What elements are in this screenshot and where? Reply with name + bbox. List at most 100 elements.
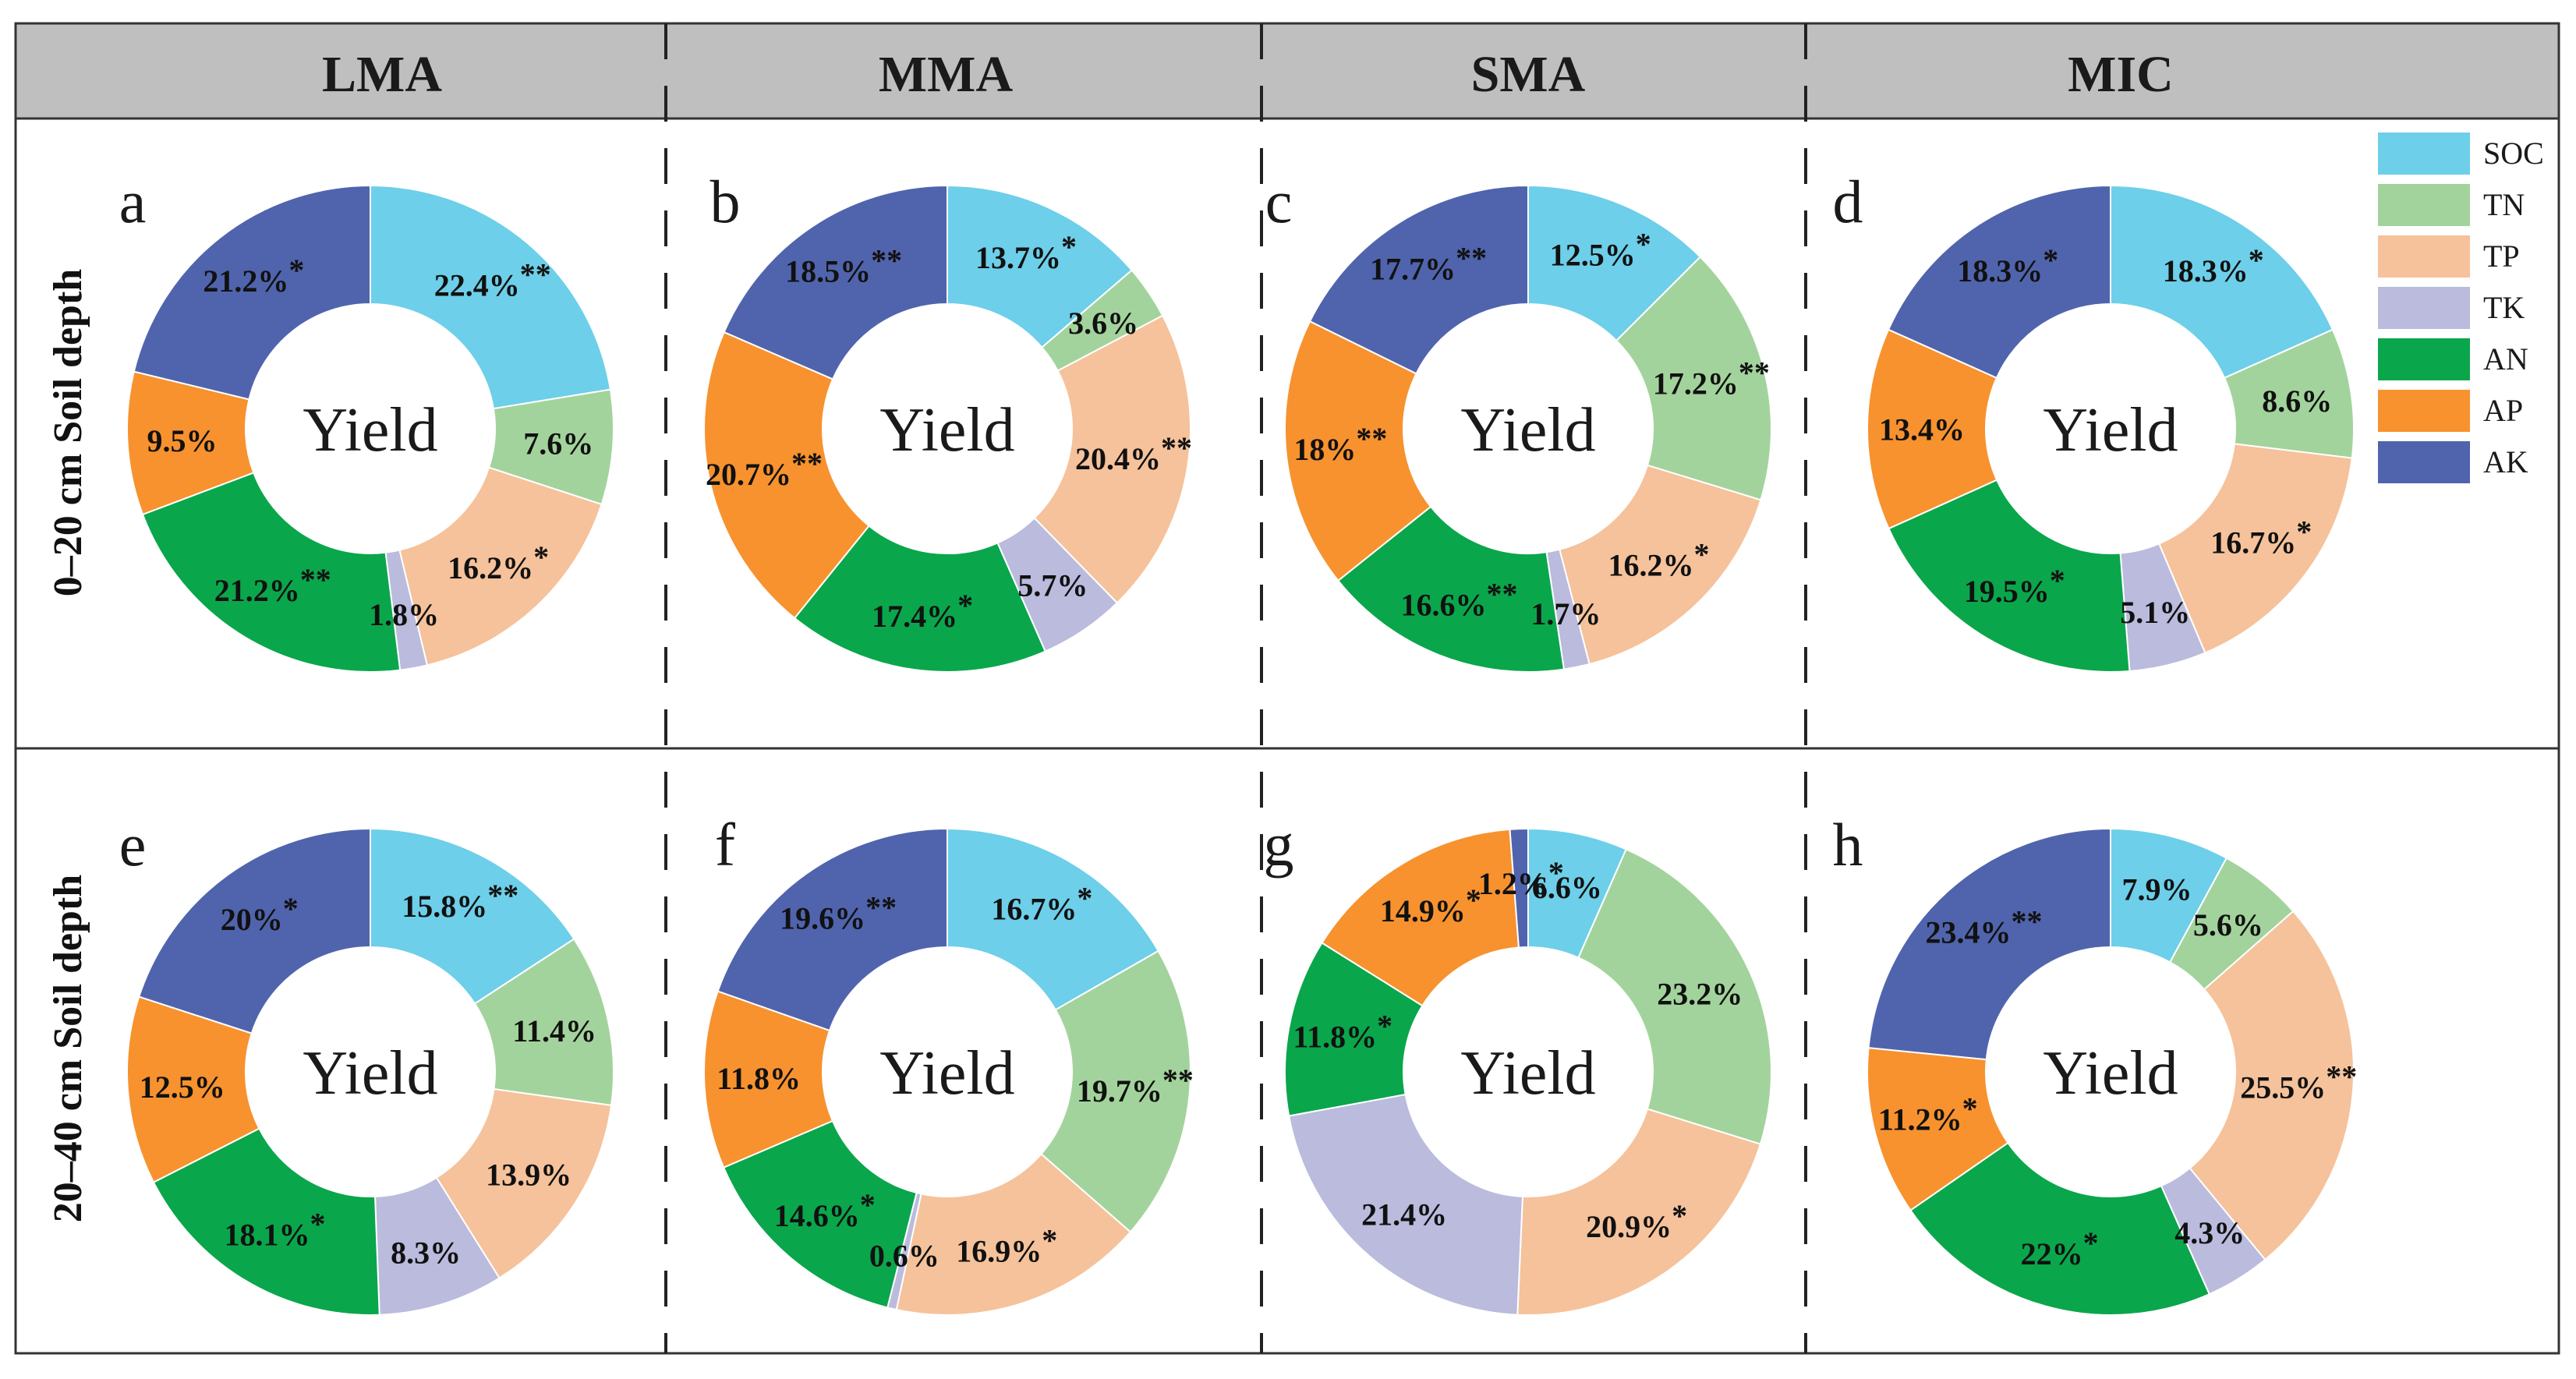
slice-soc (370, 827, 575, 1005)
slice-ap (1866, 328, 1998, 530)
value-text: 12.5% (1550, 237, 1636, 272)
significance-marker: ** (1456, 241, 1487, 276)
slice-label-ap: 11.2%* (1878, 1091, 1978, 1137)
significance-marker: ** (871, 243, 902, 278)
slice-tn (1040, 949, 1191, 1233)
value-text: 18.1% (224, 1218, 310, 1253)
value-text: 23.2% (1657, 977, 1743, 1012)
donut-panel-h: 7.9%5.6%25.5%**4.3%22%*11.2%*23.4%**Yiel… (1833, 811, 2357, 1317)
slice-label-tk: 5.1% (2120, 595, 2190, 630)
slice-label-ak: 18.3%* (1957, 242, 2058, 288)
row-label-0-20cm: 0–20 cm Soil depth (46, 269, 90, 596)
significance-marker: * (1672, 1198, 1687, 1233)
slice-an (793, 525, 1047, 673)
legend-swatch (2378, 338, 2470, 380)
value-text: 5.6% (2193, 907, 2263, 942)
legend-item-tn: TN (2378, 184, 2525, 226)
significance-marker: ** (520, 257, 551, 292)
legend-swatch (2378, 287, 2470, 329)
significance-marker: * (283, 891, 299, 926)
value-text: 4.3% (2174, 1215, 2245, 1250)
value-text: 9.5% (147, 423, 217, 458)
slice-label-ak: 1.2%* (1478, 855, 1564, 901)
slice-label-an: 22%* (2021, 1225, 2099, 1271)
value-text: 11.8% (717, 1061, 801, 1096)
value-text: 15.8% (402, 889, 487, 924)
slice-label-ap: 13.4% (1879, 412, 1965, 447)
legend: SOC TN TP TK AN AP AK (2378, 133, 2544, 483)
significance-marker: * (1377, 1009, 1392, 1044)
value-text: 13.4% (1879, 412, 1965, 447)
slice-label-tk: 1.8% (369, 597, 439, 632)
donut-panel-f: 16.7%*19.7%**16.9%*0.6%14.6%*11.8%19.6%*… (703, 811, 1194, 1316)
slice-label-tn: 3.6% (1068, 306, 1138, 341)
slice-soc (1527, 184, 1702, 342)
legend-label: AN (2483, 341, 2528, 377)
slice-label-tp: 16.7%* (2210, 514, 2312, 560)
slice-label-ap: 18%** (1293, 421, 1387, 467)
slice-label-an: 17.4%* (872, 588, 973, 634)
slice-label-tp: 25.5%** (2240, 1059, 2357, 1105)
value-text: 21.4% (1361, 1197, 1447, 1232)
value-text: 18.3% (2163, 253, 2249, 288)
slice-label-tp: 20.4%** (1075, 430, 1192, 476)
panel-letter: g (1264, 811, 1294, 879)
donut-charts: 22.4%**7.6%16.2%*1.8%21.2%**9.5%21.2%*Yi… (119, 168, 2357, 1317)
value-text: 7.9% (2122, 872, 2192, 907)
donut-panel-d: 18.3%*8.6%16.7%*5.1%19.5%*13.4%18.3%*Yie… (1833, 168, 2355, 673)
value-text: 23.4% (1926, 915, 2012, 950)
value-text: 7.6% (523, 426, 593, 461)
value-text: 13.9% (486, 1158, 571, 1193)
slice-label-an: 18.1%* (224, 1207, 325, 1253)
significance-marker: * (533, 539, 549, 575)
slice-ap (126, 995, 260, 1183)
slice-label-tk: 4.3% (2174, 1215, 2245, 1250)
value-text: 5.7% (1017, 568, 1088, 603)
value-text: 8.6% (2262, 384, 2332, 419)
value-text: 6.6% (1532, 870, 1602, 905)
slice-tp (398, 466, 603, 667)
slice-label-soc: 13.7%* (975, 229, 1077, 275)
slice-ap (1284, 320, 1432, 582)
value-text: 0.6% (869, 1239, 939, 1274)
slice-an (1909, 1141, 2211, 1317)
slice-label-tp: 16.9%* (956, 1223, 1057, 1269)
slice-label-soc: 16.7%* (991, 881, 1092, 927)
slice-label-ak: 21.2%* (203, 253, 304, 299)
significance-marker: ** (2012, 904, 2043, 939)
legend-label: AK (2483, 444, 2528, 479)
slice-ap (1321, 828, 1520, 1007)
legend-label: TN (2483, 187, 2525, 222)
significance-marker: ** (865, 890, 897, 925)
slice-label-tn: 5.6% (2193, 907, 2263, 942)
slice-tp (1033, 314, 1191, 604)
value-text: 11.4% (512, 1013, 596, 1048)
slice-label-ap: 20.7%** (706, 446, 823, 492)
significance-marker: ** (1161, 430, 1192, 465)
slice-label-tn: 23.2% (1657, 977, 1743, 1012)
slice-label-soc: 18.3%* (2163, 242, 2264, 288)
center-label: Yield (1460, 1039, 1595, 1108)
slice-ak (138, 827, 371, 1034)
value-text: 11.8% (1293, 1020, 1377, 1055)
slice-label-ap: 14.9%* (1380, 882, 1481, 928)
slice-tp (1559, 464, 1762, 666)
center-label: Yield (879, 1039, 1014, 1108)
slice-label-ap: 12.5% (140, 1070, 225, 1105)
slice-ap (703, 331, 870, 620)
panel-letter: c (1265, 168, 1293, 235)
value-text: 22% (2021, 1236, 2083, 1271)
slice-label-ak: 20%* (221, 891, 299, 937)
significance-marker: ** (487, 878, 518, 913)
panel-letter: e (119, 811, 147, 879)
slice-tp (2157, 443, 2353, 654)
slice-ak (133, 184, 371, 401)
slice-label-an: 21.2%** (214, 562, 331, 608)
value-text: 1.2% (1478, 866, 1548, 901)
significance-marker: ** (2326, 1059, 2357, 1094)
legend-swatch (2378, 133, 2470, 175)
value-text: 16.7% (2210, 525, 2296, 560)
value-text: 21.2% (203, 263, 288, 299)
significance-marker: * (860, 1187, 876, 1222)
slice-soc (2110, 184, 2334, 380)
